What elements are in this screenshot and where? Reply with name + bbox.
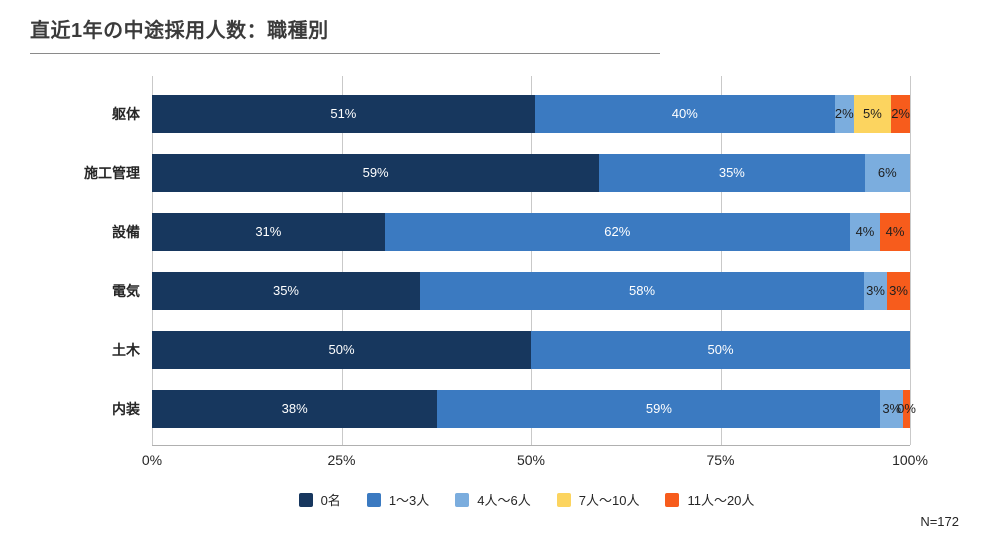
bar-rows: 51% 40% 2% 5% 2% 59% 35% 6% 31% 62% 4% 4% 35% 58% 3% 3%… — [152, 76, 916, 438]
gridline — [531, 76, 532, 445]
segment-value-label: 58% — [629, 283, 656, 298]
legend-item: 0名 — [298, 490, 341, 509]
category-label: 躯体 — [112, 105, 140, 122]
legend-swatch — [455, 492, 470, 507]
legend-swatch — [298, 492, 313, 507]
segment-value-label: 4% — [855, 224, 875, 239]
bar-segment: 51% — [152, 94, 535, 133]
legend-swatch — [665, 492, 680, 507]
bar-segment: 4% — [849, 212, 880, 251]
x-tick-label: 50% — [516, 452, 546, 468]
stacked-bar: 35% 58% 3% 3% — [152, 271, 910, 310]
bar-segment: 59% — [152, 153, 600, 192]
stacked-bar-chart: 躯体施工管理設備電気土木内装 51% 40% 2% 5% 2% 59% 35% 6% 31% 62… — [30, 76, 963, 446]
legend-item: 4人〜6人 — [455, 490, 531, 509]
segment-value-label: 2% — [891, 106, 910, 121]
x-tick-label: 0% — [141, 452, 163, 468]
gridline — [341, 76, 343, 445]
bar-segment: 2% — [834, 94, 854, 133]
stacked-bar: 31% 62% 4% 4% — [152, 212, 910, 251]
x-tick-label: 75% — [706, 452, 735, 468]
gridline — [910, 76, 911, 445]
bar-row: 51% 40% 2% 5% 2% — [152, 84, 910, 143]
segment-value-label: 3% — [866, 283, 885, 298]
category-label: 土木 — [112, 341, 140, 358]
title-underline — [30, 53, 660, 54]
bar-segment: 35% — [152, 271, 420, 310]
bar-segment: 3% — [880, 389, 903, 428]
bar-segment: 50% — [152, 330, 531, 369]
category-label: 内装 — [112, 400, 140, 417]
bar-segment: 58% — [419, 271, 865, 310]
bar-segment: 62% — [384, 212, 850, 251]
segment-value-label: 51% — [330, 106, 357, 121]
legend-swatch — [556, 492, 571, 507]
segment-value-label: 35% — [272, 283, 299, 298]
segment-value-label: 35% — [718, 165, 745, 180]
category-label: 電気 — [112, 282, 140, 299]
legend-item: 11人〜20人 — [665, 490, 754, 509]
gridline — [720, 76, 722, 445]
stacked-bar: 38% 59% 3% 0% — [152, 389, 916, 428]
category-label: 設備 — [112, 223, 140, 240]
bar-segment: 0% — [897, 389, 916, 428]
legend-item: 1〜3人 — [366, 490, 430, 509]
x-axis-ticks: 0% 25% 50% 75% 100% — [142, 452, 928, 474]
stacked-bar: 51% 40% 2% 5% 2% — [152, 94, 910, 133]
segment-value-label: 0% — [897, 401, 916, 416]
bar-row: 38% 59% 3% 0% — [152, 379, 916, 438]
segment-value-label: 6% — [877, 165, 897, 180]
bar-segment: 4% — [879, 212, 910, 251]
category-labels: 躯体施工管理設備電気土木内装 — [30, 76, 152, 446]
segment-value-label: 40% — [671, 106, 698, 121]
segment-value-label: 5% — [863, 106, 882, 121]
sample-size-note: N=172 — [920, 514, 959, 529]
segment-value-label: 31% — [255, 224, 282, 239]
legend-label: 7人〜10人 — [578, 493, 640, 508]
legend-label: 4人〜6人 — [477, 493, 531, 508]
segment-value-label: 38% — [281, 401, 308, 416]
segment-value-label: 3% — [882, 401, 902, 416]
segment-value-label: 62% — [604, 224, 631, 239]
segment-value-label: 2% — [834, 106, 854, 121]
bar-segment: 3% — [887, 271, 910, 310]
segment-value-label: 50% — [707, 342, 734, 357]
chart-legend: 0名 1〜3人 4人〜6人 7人〜10人 11人〜20人 — [90, 490, 963, 509]
bar-row: 35% 58% 3% 3% — [152, 261, 910, 320]
legend-item: 7人〜10人 — [556, 490, 640, 509]
bar-segment: 50% — [531, 330, 910, 369]
gridline — [152, 76, 153, 445]
bar-segment: 5% — [853, 94, 892, 133]
segment-value-label: 3% — [889, 283, 908, 298]
segment-value-label: 59% — [645, 401, 672, 416]
legend-swatch — [366, 492, 381, 507]
stacked-bar: 50% 50% — [152, 330, 910, 369]
bar-segment: 35% — [599, 153, 865, 192]
bar-row: 59% 35% 6% — [152, 143, 910, 202]
category-label: 施工管理 — [84, 164, 140, 181]
stacked-bar: 59% 35% 6% — [152, 153, 910, 192]
x-tick-label: 25% — [327, 452, 356, 468]
page-title: 直近1年の中途採用人数：職種別 — [30, 20, 329, 42]
bar-segment: 40% — [534, 94, 835, 133]
legend-label: 11人〜20人 — [687, 493, 755, 508]
plot-area: 51% 40% 2% 5% 2% 59% 35% 6% 31% 62% 4% 4% 35% 58% 3% 3%… — [152, 76, 916, 446]
bar-row: 31% 62% 4% 4% — [152, 202, 910, 261]
x-tick-label: 100% — [892, 452, 928, 468]
bar-segment: 59% — [437, 389, 881, 428]
bar-segment: 2% — [891, 94, 910, 133]
bar-segment: 3% — [864, 271, 888, 310]
legend-label: 1〜3人 — [388, 493, 430, 508]
segment-value-label: 59% — [362, 165, 389, 180]
bar-segment: 38% — [152, 389, 438, 428]
legend-label: 0名 — [320, 493, 341, 508]
bar-segment: 31% — [152, 212, 385, 251]
segment-value-label: 4% — [885, 224, 905, 239]
segment-value-label: 50% — [328, 342, 355, 357]
bar-segment: 6% — [864, 153, 910, 192]
bar-row: 50% 50% — [152, 320, 910, 379]
